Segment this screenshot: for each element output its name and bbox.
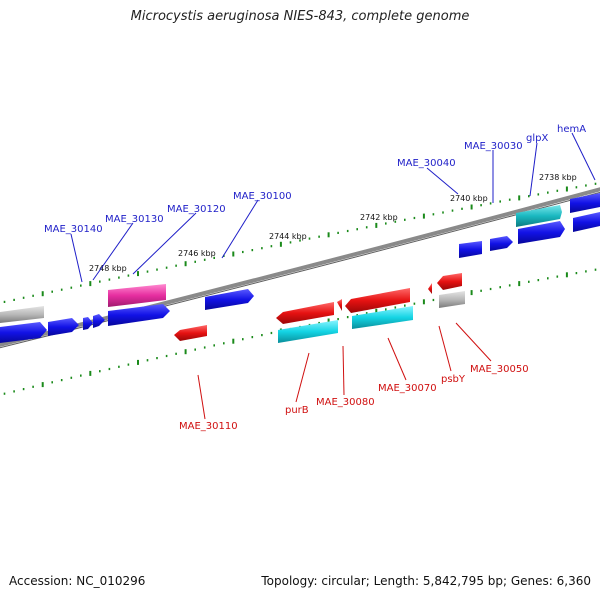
- leader-hemA: [571, 132, 596, 181]
- gene-MAE_30130[interactable]: [108, 304, 170, 326]
- gene-MAE_30120[interactable]: [108, 284, 166, 307]
- genome-backbone: [0, 187, 600, 347]
- ruler-label-2744kbp: 2744 kbp: [269, 232, 307, 241]
- ruler-label-2746kbp: 2746 kbp: [178, 249, 216, 258]
- ruler-label-2748kbp: 2748 kbp: [89, 264, 127, 273]
- gene-MAE_30140-a[interactable]: [93, 314, 105, 328]
- leader-MAE_30050: [455, 322, 492, 362]
- leader-MAE_30080: [342, 345, 345, 396]
- gene-psbY[interactable]: [428, 283, 432, 294]
- label-MAE_30110[interactable]: MAE_30110: [179, 421, 238, 432]
- gene-MAE_30030[interactable]: [518, 221, 565, 244]
- leader-MAE_30130: [92, 222, 134, 281]
- forward-strand-features: [0, 193, 600, 343]
- label-MAE_30100[interactable]: MAE_30100: [233, 191, 292, 202]
- label-psbY[interactable]: psbY: [441, 374, 466, 385]
- leader-MAE_30100: [221, 199, 259, 259]
- gene-MAE_30040[interactable]: [490, 236, 513, 251]
- reverse-strand-features: [174, 273, 465, 343]
- gene-MAE_30140-b[interactable]: [83, 317, 93, 330]
- gene-MAE_30040-small[interactable]: [459, 241, 482, 258]
- gene-MAE_30050-grey[interactable]: [439, 291, 465, 308]
- label-MAE_30140[interactable]: MAE_30140: [44, 224, 103, 235]
- label-MAE_30080[interactable]: MAE_30080: [316, 397, 375, 408]
- map-title: Microcystis aeruginosa NIES-843, complet…: [130, 9, 470, 24]
- gene-MAE_30070[interactable]: [345, 288, 410, 313]
- gene-MAE_30050[interactable]: [437, 273, 462, 290]
- gene-MAE_30080[interactable]: [337, 299, 342, 311]
- gene-left-blue-1[interactable]: [48, 318, 79, 336]
- label-MAE_30030[interactable]: MAE_30030: [464, 141, 523, 152]
- gene-MAE_30100[interactable]: [205, 289, 254, 310]
- label-purB[interactable]: purB: [285, 405, 309, 416]
- ruler-label-2738kbp: 2738 kbp: [539, 173, 577, 182]
- leader-psbY: [438, 325, 452, 372]
- gene-MAE_30110[interactable]: [174, 325, 207, 341]
- leader-MAE_30070: [387, 337, 407, 381]
- leader-MAE_30140: [70, 233, 83, 283]
- label-MAE_30120[interactable]: MAE_30120: [167, 204, 226, 215]
- gene-hemA-lower[interactable]: [573, 212, 600, 232]
- leader-MAE_30040: [426, 167, 459, 195]
- gene-purB[interactable]: [276, 302, 334, 324]
- ruler-label-2742kbp: 2742 kbp: [360, 213, 398, 222]
- label-MAE_30040[interactable]: MAE_30040: [397, 158, 456, 169]
- gene-glpX[interactable]: [516, 205, 562, 227]
- leader-MAE_30120: [132, 212, 197, 275]
- gene-MAE_30070-cyan[interactable]: [352, 306, 413, 329]
- genome-summary-text: Topology: circular; Length: 5,842,795 bp…: [261, 574, 591, 588]
- tick-ring-lower: [3, 268, 597, 395]
- label-glpX[interactable]: glpX: [526, 133, 548, 144]
- leader-MAE_30110: [197, 374, 206, 420]
- leader-glpX: [529, 142, 538, 197]
- label-MAE_30070[interactable]: MAE_30070: [378, 383, 437, 394]
- gene-left-grey[interactable]: [0, 306, 44, 323]
- gene-hemA[interactable]: [570, 193, 600, 213]
- tick-ring-upper: [3, 182, 597, 303]
- accession-text: Accession: NC_010296: [9, 574, 146, 588]
- ruler-label-2740kbp: 2740 kbp: [450, 194, 488, 203]
- label-leaders: [70, 132, 596, 420]
- label-hemA[interactable]: hemA: [557, 124, 586, 135]
- gene-purB-cyan[interactable]: [278, 320, 338, 343]
- label-MAE_30130[interactable]: MAE_30130: [105, 214, 164, 225]
- label-MAE_30050[interactable]: MAE_30050: [470, 364, 529, 375]
- leader-purB: [295, 352, 310, 403]
- gene-left-blue-2[interactable]: [0, 322, 47, 343]
